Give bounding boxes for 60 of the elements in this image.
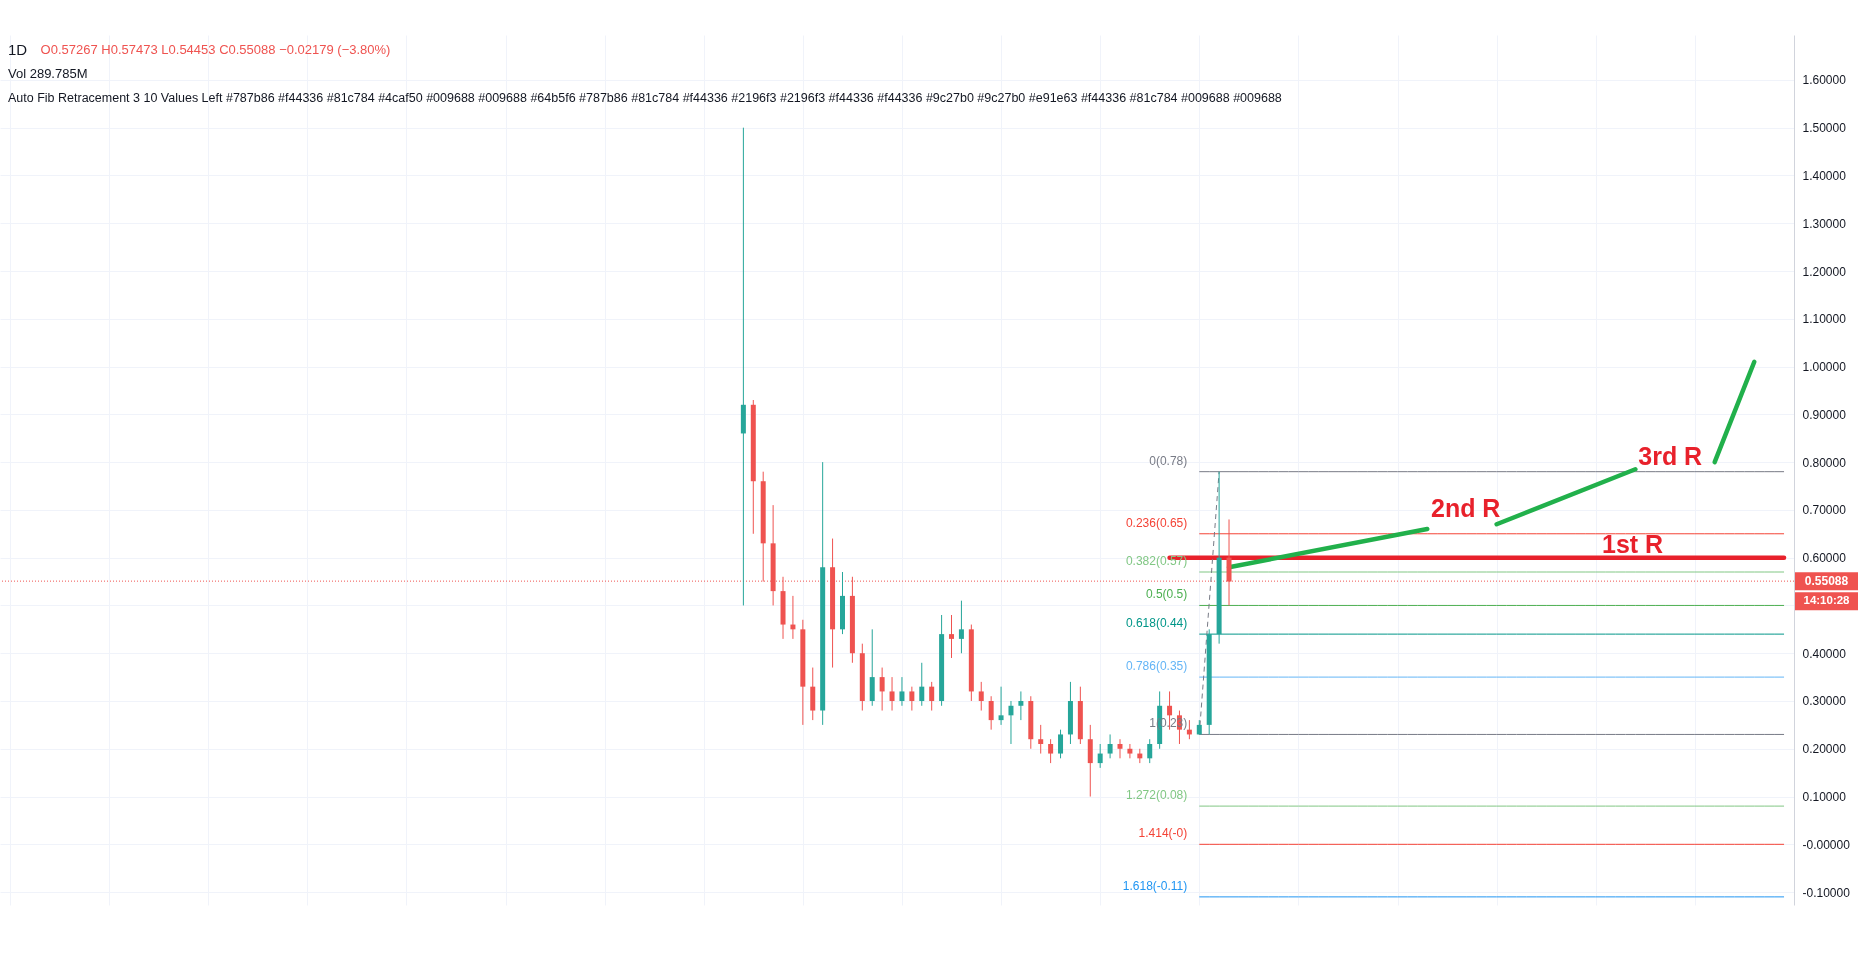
candlestick xyxy=(1117,738,1123,759)
candlestick xyxy=(1147,738,1153,764)
candlestick xyxy=(1058,729,1064,759)
y-tick-label: 1.20000 xyxy=(1802,264,1847,279)
y-tick-label: -0.00000 xyxy=(1802,837,1851,852)
candlestick xyxy=(919,662,925,707)
candlestick xyxy=(1127,743,1133,759)
text: 14:10:28 xyxy=(1803,594,1851,607)
candlestick xyxy=(879,667,885,712)
series-label: 1.618(-0.11) xyxy=(1122,878,1188,893)
y-tick-label: -0.10000 xyxy=(1802,885,1851,900)
series-label: 0(0.78) xyxy=(1149,453,1188,468)
series-label: 0.786(0.35) xyxy=(1125,659,1188,674)
annotation: 3rd R xyxy=(1638,441,1703,470)
candlestick xyxy=(1048,738,1054,764)
candlestick xyxy=(998,686,1004,726)
candlestick xyxy=(1038,724,1044,755)
candlestick xyxy=(949,614,955,659)
annotation: Auto Fib Retracement 3 10 Values Left #787b86 #f44336 #81c784 #4caf50 #009688 #009688 #64b5f6 #787b86 #81c784 #f44336 #2196f3 #2196f3 #f44336 #f44336 #9c27b0 #9c27b0 #e91e63 #f44336 #81c784 #009688 #009688 xyxy=(8,91,1282,105)
y-tick-label: 1.60000 xyxy=(1802,73,1847,88)
series-label: 0.382(0.57) xyxy=(1125,554,1188,568)
annotation: O0.57267 H0.57473 L0.54453 C0.55088 −0.02179 (−3.80%) xyxy=(40,42,391,57)
candlestick xyxy=(810,667,816,721)
candlestick xyxy=(869,628,875,707)
y-tick-label: 0.70000 xyxy=(1802,503,1847,518)
chart-title: 1D xyxy=(8,41,28,58)
y-tick-label: 1.30000 xyxy=(1802,216,1847,231)
candlestick xyxy=(1107,733,1113,759)
series-label: 0.618(0.44) xyxy=(1125,616,1188,631)
series-label: 1.272(0.08) xyxy=(1125,788,1188,803)
candlestick xyxy=(740,127,746,606)
y-tick-label: 0.40000 xyxy=(1802,646,1847,661)
y-tick-label: 0.90000 xyxy=(1802,407,1847,422)
series-label: 0.5(0.5) xyxy=(1145,587,1188,602)
annotation: Vol 289.785M xyxy=(8,66,88,81)
y-tick-label: 1.40000 xyxy=(1802,168,1847,183)
candlestick xyxy=(1018,690,1024,721)
candlestick xyxy=(1008,700,1014,745)
candlestick xyxy=(988,695,994,731)
ref-line-label: 0.55088 xyxy=(1804,574,1849,589)
y-tick-label: 1.10000 xyxy=(1802,312,1847,327)
series-label: 0.236(0.65) xyxy=(1125,515,1188,530)
y-tick-label: 0.80000 xyxy=(1802,455,1847,470)
y-tick-label: 0.60000 xyxy=(1802,551,1847,566)
candlestick xyxy=(958,600,964,654)
y-tick-label: 1.50000 xyxy=(1802,121,1847,136)
candlestick xyxy=(899,676,905,707)
candlestick xyxy=(978,681,984,712)
candlestick xyxy=(889,676,895,712)
y-tick-label: 0.10000 xyxy=(1802,790,1847,805)
candlestick xyxy=(1087,724,1093,798)
candlestick xyxy=(929,681,935,712)
y-tick-label: 0.30000 xyxy=(1802,694,1847,709)
candlestick xyxy=(1097,743,1103,769)
y-tick-label: 0.20000 xyxy=(1802,742,1847,757)
series-label: 1.414(-0) xyxy=(1138,826,1188,841)
y-tick-label: 1.00000 xyxy=(1802,360,1847,375)
annotation: 1st R xyxy=(1601,529,1664,558)
candlestick xyxy=(909,686,915,712)
annotation: 2nd R xyxy=(1430,493,1501,522)
